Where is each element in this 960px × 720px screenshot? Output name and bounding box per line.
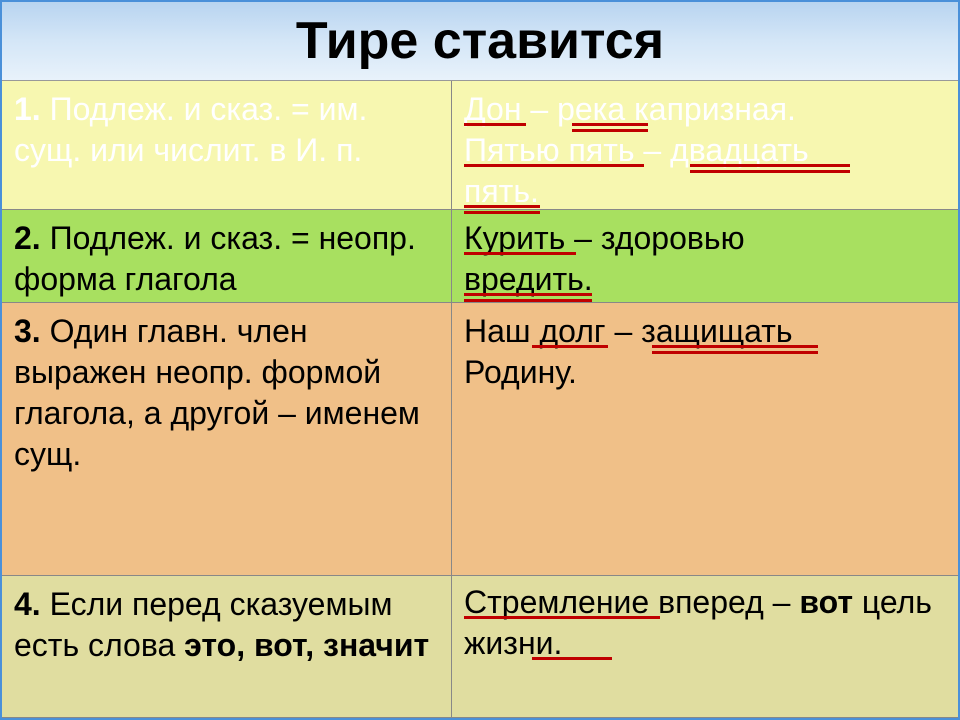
rule-num: 1. — [14, 91, 41, 127]
rule-row-4: 4. Если перед сказуемым есть слова это, … — [2, 576, 958, 718]
underline — [690, 170, 850, 173]
underline — [532, 657, 612, 660]
rule-text-bold: это, вот, значит — [184, 627, 429, 663]
underline — [464, 616, 660, 619]
rule-row-3: 3. Один главн. член выражен неопр. формо… — [2, 303, 958, 576]
example-bold: вот — [799, 584, 853, 620]
rule-text: Подлеж. и сказ. = неопр. форма глагола — [14, 220, 416, 297]
underline — [532, 345, 608, 348]
underline — [572, 123, 648, 126]
example-line: вредить. — [464, 261, 593, 297]
underline — [690, 164, 850, 167]
rule-num: 2. — [14, 220, 41, 256]
example-line: Наш долг – защищать — [464, 313, 793, 349]
underline — [464, 205, 540, 208]
rule-num: 4. — [14, 586, 41, 622]
rule-1-example: Дон – река капризная. Пятью пять – двадц… — [452, 81, 958, 209]
underline — [464, 299, 592, 302]
rule-2-desc: 2. Подлеж. и сказ. = неопр. форма глагол… — [2, 210, 452, 302]
rule-1-desc: 1. Подлеж. и сказ. = им. сущ. или числит… — [2, 81, 452, 209]
rule-4-example: Стремление вперед – вот цель жизни. — [452, 576, 958, 717]
example-line: Стремление вперед – — [464, 584, 799, 620]
rule-3-desc: 3. Один главн. член выражен неопр. формо… — [2, 303, 452, 575]
underline — [464, 293, 592, 296]
example-line: Родину. — [464, 354, 577, 390]
rule-row-2: 2. Подлеж. и сказ. = неопр. форма глагол… — [2, 210, 958, 303]
underline — [464, 164, 644, 167]
rule-3-example: Наш долг – защищать Родину. — [452, 303, 958, 575]
page-title: Тире ставится — [2, 2, 958, 81]
example-line: Дон – река капризная. — [464, 91, 796, 127]
underline — [464, 123, 526, 126]
underline — [464, 252, 576, 255]
rule-text: Подлеж. и сказ. = им. сущ. или числит. в… — [14, 91, 367, 168]
rule-text: Один главн. член выражен неопр. формой г… — [14, 313, 420, 472]
example-line: пять. — [464, 173, 539, 209]
example-line: Пятью пять – двадцать — [464, 132, 809, 168]
rule-2-example: Курить – здоровью вредить. — [452, 210, 958, 302]
underline — [572, 129, 648, 132]
underline — [652, 345, 818, 348]
rule-num: 3. — [14, 313, 41, 349]
rule-row-1: 1. Подлеж. и сказ. = им. сущ. или числит… — [2, 81, 958, 210]
example-line: Курить – здоровью — [464, 220, 745, 256]
underline — [652, 351, 818, 354]
rule-4-desc: 4. Если перед сказуемым есть слова это, … — [2, 576, 452, 717]
